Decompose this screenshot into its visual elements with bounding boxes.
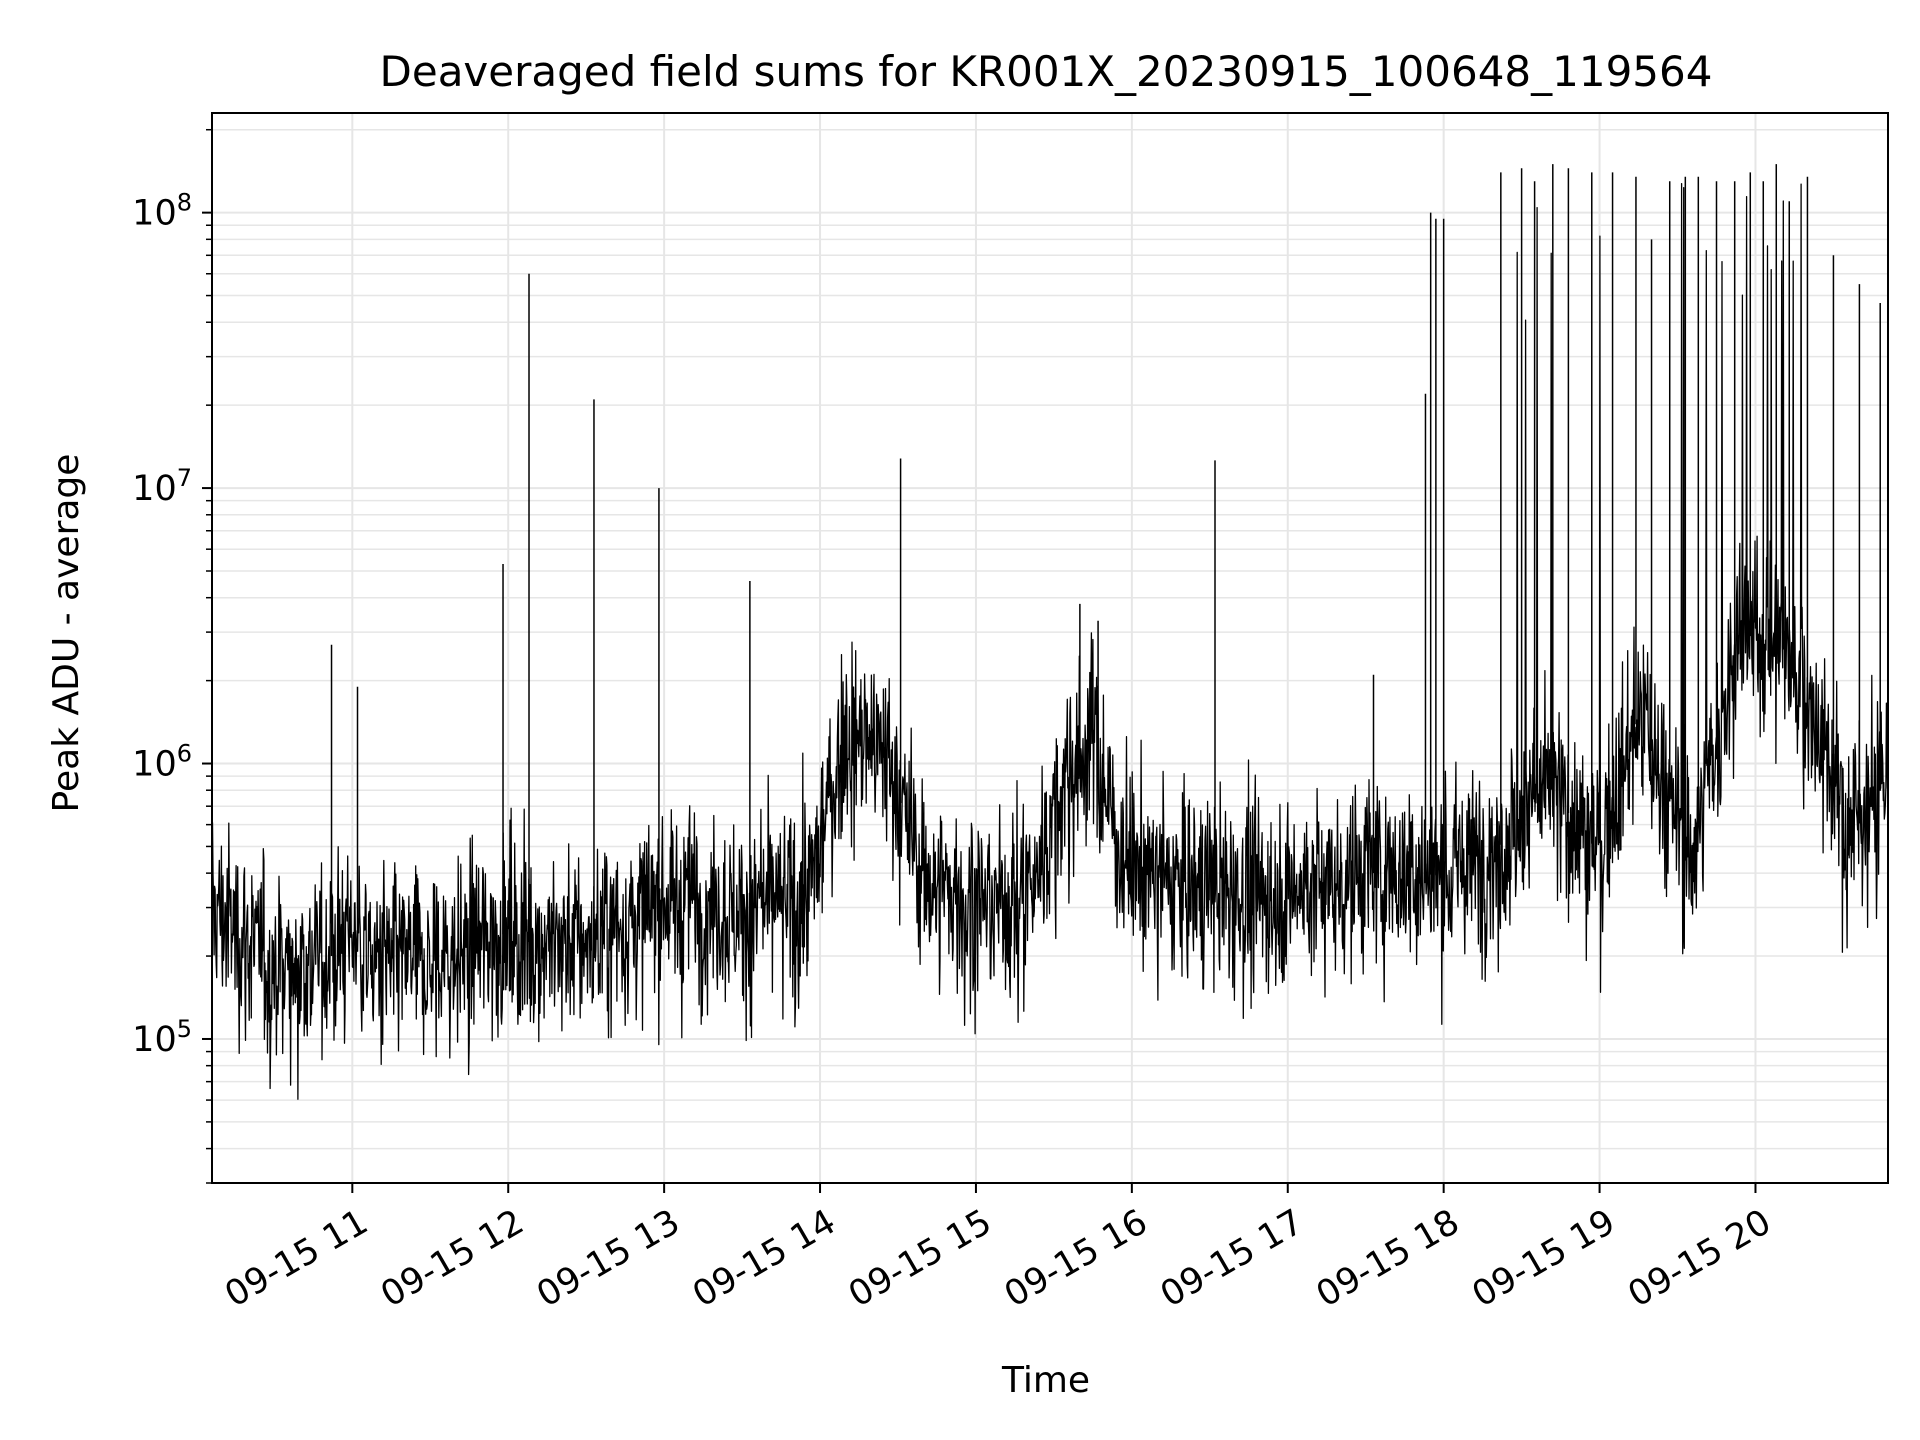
chart-title: Deaveraged field sums for KR001X_2023091… bbox=[380, 47, 1713, 96]
x-axis-label: Time bbox=[1001, 1360, 1090, 1401]
x-tick-label: 09-15 16 bbox=[998, 1202, 1154, 1315]
y-tick-label: 105 bbox=[132, 1015, 192, 1060]
y-axis-label: Peak ADU - average bbox=[46, 454, 87, 813]
x-tick-label: 09-15 13 bbox=[530, 1202, 686, 1315]
data-series bbox=[211, 164, 1889, 1100]
y-tick-label: 108 bbox=[132, 189, 192, 234]
series-line bbox=[211, 182, 1889, 1100]
y-tick-label: 107 bbox=[132, 464, 192, 509]
x-tick-label: 09-15 17 bbox=[1154, 1202, 1310, 1315]
x-tick-label: 09-15 14 bbox=[686, 1202, 842, 1315]
x-tick-label: 09-15 15 bbox=[842, 1202, 998, 1315]
axis-ticks: 09-15 11 09-15 12 09-15 13 09-15 14 09-15 15… bbox=[132, 128, 1778, 1315]
y-tick-label: 106 bbox=[132, 740, 192, 785]
x-tick-label: 09-15 11 bbox=[219, 1202, 375, 1315]
x-tick-label: 09-15 19 bbox=[1466, 1202, 1622, 1315]
x-tick-label: 09-15 18 bbox=[1310, 1202, 1466, 1315]
x-tick-label: 09-15 12 bbox=[374, 1202, 530, 1315]
x-tick-label: 09-15 20 bbox=[1622, 1202, 1778, 1315]
plot-area-frame bbox=[211, 112, 1889, 1184]
